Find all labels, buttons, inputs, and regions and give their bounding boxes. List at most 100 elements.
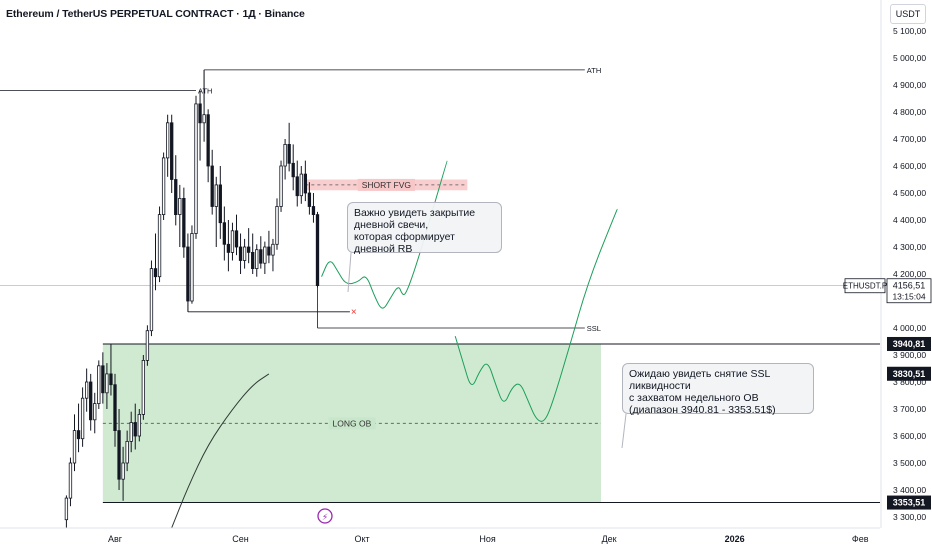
- time-label-4: Дек: [602, 534, 617, 544]
- candle-body-38: [218, 184, 222, 224]
- event-marker[interactable]: [317, 508, 333, 524]
- candle-body-8: [97, 365, 101, 404]
- candle-body-7: [93, 403, 97, 421]
- candle-body-49: [263, 246, 267, 264]
- level-marker-3: ×: [351, 307, 357, 318]
- price-tick-10: 4 000,00: [893, 323, 926, 333]
- annotation-ssl-sweep: Ожидаю увидеть снятие SSL ликвидности с …: [622, 363, 814, 416]
- price-tick-3: 4 800,00: [893, 107, 926, 117]
- candle-body-36: [210, 165, 214, 207]
- candle-body-13: [117, 430, 121, 480]
- price-tick-2: 4 900,00: [893, 80, 926, 90]
- price-tick-7: 4 400,00: [893, 215, 926, 225]
- candle-body-2: [72, 430, 77, 464]
- candle-body-18: [137, 413, 141, 437]
- annotation-daily-close: Важно увидеть закрытие дневной свечи, ко…: [347, 202, 502, 255]
- candle-body-0: [64, 497, 69, 521]
- candle-body-44: [242, 246, 247, 261]
- candle-body-12: [113, 384, 117, 432]
- time-label-2: Окт: [354, 534, 369, 544]
- candle-body-20: [145, 330, 150, 361]
- candle-body-45: [246, 246, 251, 253]
- candle-body-4: [80, 397, 85, 440]
- candle-body-42: [234, 230, 239, 248]
- price-tick-12: 3 800,00: [893, 377, 926, 387]
- projection-path-1: [454, 209, 618, 422]
- candle-body-55: [287, 143, 291, 164]
- zone-label-bg-0: [357, 178, 415, 191]
- candle-body-28: [178, 197, 182, 215]
- annotation-tail-1: [621, 413, 627, 449]
- price-badge-1: 3830,51: [893, 369, 926, 379]
- candle-body-50: [267, 246, 271, 256]
- price-tick-8: 4 300,00: [893, 242, 926, 252]
- candle-body-47: [255, 249, 259, 269]
- candle-body-61: [311, 206, 316, 216]
- candle-body-16: [129, 422, 133, 442]
- price-tick-4: 4 700,00: [893, 134, 926, 144]
- projection-path-2: [171, 373, 270, 528]
- symbol-badge: ETHUSDT.P: [843, 282, 887, 291]
- currency-button[interactable]: USDT: [890, 4, 926, 24]
- candle-body-53: [279, 165, 283, 207]
- time-label-6: Фев: [852, 534, 869, 544]
- chart-title: Ethereum / TetherUS PERPETUAL CONTRACT ·…: [6, 8, 305, 20]
- candle-body-30: [186, 246, 190, 302]
- level-label-2: SSL: [587, 324, 601, 333]
- current-price-badge-bg: [886, 278, 932, 304]
- candle-body-60: [307, 192, 312, 207]
- annotation-tail-0: [347, 252, 352, 293]
- candle-body-62: [315, 214, 320, 287]
- countdown-badge: 13:15:04: [892, 292, 925, 302]
- price-badge-2: 3353,51: [893, 498, 926, 508]
- price-tick-0: 5 100,00: [893, 26, 926, 36]
- zone-label-1: LONG OB: [333, 418, 372, 428]
- price-tick-15: 3 500,00: [893, 458, 926, 468]
- candle-body-24: [161, 157, 166, 215]
- time-label-1: Сен: [232, 534, 249, 544]
- level-label-1: ATH: [198, 86, 212, 95]
- candle-body-27: [174, 179, 178, 215]
- candle-body-41: [230, 230, 235, 253]
- time-label-0: Авг: [108, 534, 123, 544]
- price-tick-11: 3 900,00: [893, 350, 926, 360]
- candle-body-15: [125, 440, 129, 464]
- candle-body-43: [238, 246, 243, 261]
- symbol-badge-bg: [844, 278, 886, 294]
- zone-label-0: SHORT FVG: [362, 180, 411, 190]
- candle-body-54: [283, 143, 287, 167]
- lightning-icon: ⚡: [322, 512, 328, 522]
- candle-body-40: [226, 243, 231, 253]
- candle-body-23: [157, 214, 162, 278]
- candle-body-39: [222, 222, 227, 245]
- candle-body-34: [202, 114, 206, 124]
- price-tick-13: 3 700,00: [893, 404, 926, 414]
- time-label-3: Ноя: [479, 534, 496, 544]
- candle-body-5: [84, 381, 89, 399]
- candle-body-58: [299, 173, 303, 197]
- candle-body-11: [109, 373, 113, 386]
- candle-body-19: [141, 359, 146, 415]
- candle-body-3: [76, 430, 81, 440]
- candle-body-14: [121, 462, 125, 480]
- price-badge-bg-2: [887, 495, 931, 510]
- candle-body-33: [198, 103, 202, 124]
- price-tick-16: 3 400,00: [893, 485, 926, 495]
- price-tick-1: 5 000,00: [893, 53, 926, 63]
- time-label-5: 2026: [725, 534, 745, 544]
- candle-body-26: [170, 122, 174, 180]
- current-price-badge: 4156,51: [893, 281, 926, 291]
- price-tick-9: 4 200,00: [893, 269, 926, 279]
- zone-label-bg-1: [328, 417, 376, 430]
- candle-body-56: [291, 162, 295, 178]
- candle-body-48: [259, 249, 263, 264]
- candle-body-17: [133, 422, 137, 437]
- price-badge-bg-1: [887, 366, 931, 381]
- candle-body-9: [101, 365, 105, 394]
- candle-body-57: [295, 176, 299, 197]
- candle-body-35: [206, 114, 210, 167]
- price-tick-6: 4 500,00: [893, 188, 926, 198]
- candle-body-10: [105, 373, 109, 394]
- projection-path-0: [321, 160, 448, 309]
